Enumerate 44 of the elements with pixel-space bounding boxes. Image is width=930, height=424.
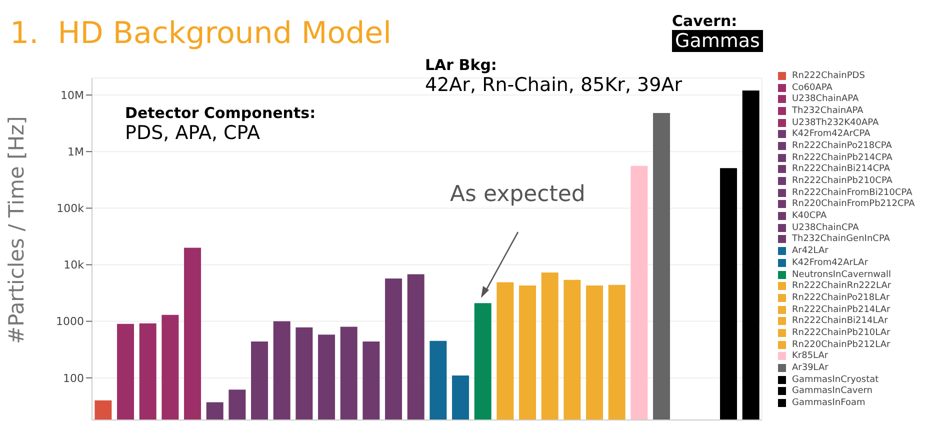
legend-label: K40CPA <box>791 210 828 222</box>
y-tick-label: 10k <box>64 258 85 272</box>
annotation: PDS, APA, CPA <box>125 122 260 144</box>
legend-label: Rn222ChainPb210CPA <box>791 175 894 187</box>
legend-label: Th232ChainGenInCPA <box>791 234 891 246</box>
legend-label: Rn222ChainFromBi210CPA <box>791 186 914 199</box>
annotation: Detector Components: <box>125 104 316 122</box>
y-tick-label: 1000 <box>56 315 84 328</box>
text: Cavern: <box>672 12 738 30</box>
legend-label: Rn222ChainPo218LAr <box>791 292 891 304</box>
legend-label: U238ChainAPA <box>791 93 860 106</box>
y-tick-label: 100k <box>56 202 85 216</box>
legend-label: Ar39LAr <box>791 362 830 374</box>
legend-label: Rn220ChainPb212LAr <box>791 338 892 350</box>
legend-label: Rn222ChainPb210LAr <box>791 327 892 339</box>
text: LAr Bkg: <box>425 56 497 74</box>
legend-label: GammasInCavern <box>791 386 874 398</box>
legend-label: Kr85LAr <box>791 350 830 362</box>
legend-label: GammasInFoam <box>791 397 866 409</box>
text: Gammas <box>672 30 763 52</box>
legend-label: U238Th232K40APA <box>791 116 880 128</box>
legend-label: Rn222ChainPb214CPA <box>791 152 894 164</box>
legend-label: U238ChainCPA <box>791 222 860 234</box>
chart-title: 1. HD Background Model <box>10 16 392 51</box>
annotation: 42Ar, Rn-Chain, 85Kr, 39Ar <box>425 74 682 96</box>
legend-label: Ar42LAr <box>791 245 830 257</box>
y-tick-label: 10M <box>60 88 84 102</box>
legend-label: Rn222ChainPb214LAr <box>791 304 892 316</box>
y-tick-label: 100 <box>63 372 84 385</box>
legend-label: GammasInCryostat <box>791 374 880 386</box>
legend-label: Th232ChainAPA <box>791 105 864 117</box>
legend-label: Rn222ChainBi214CPA <box>791 164 891 176</box>
legend-label: Rn222ChainRn222LAr <box>791 280 892 292</box>
legend-label: Rn222ChainPDS <box>791 70 866 82</box>
annotation: As expected <box>450 182 586 207</box>
legend-label: K42From42ArCPA <box>791 128 872 140</box>
y-axis-title: #Particles / Time [Hz] <box>4 116 28 344</box>
legend-label: Rn222ChainBi214LAr <box>791 315 889 328</box>
legend-label: Rn222ChainPo218CPA <box>791 140 893 152</box>
legend-label: Co60APA <box>791 82 834 94</box>
legend-label: Rn220ChainFromPb212CPA <box>791 198 915 210</box>
legend-label: K42From42ArLAr <box>791 257 870 269</box>
y-tick-label: 1M <box>68 146 84 158</box>
legend-label: NeutronsInCavernwall <box>791 268 892 280</box>
